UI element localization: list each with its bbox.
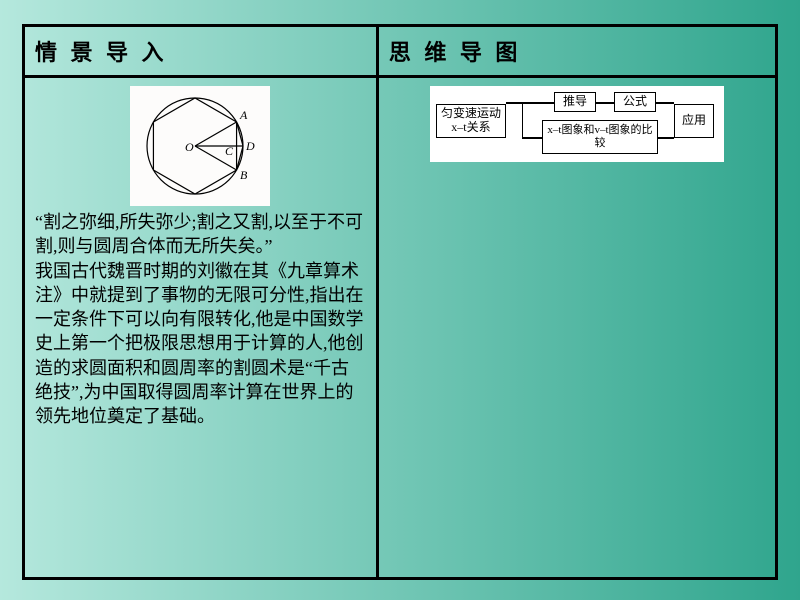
node-derive: 推导: [554, 92, 596, 112]
right-cell: 匀变速运动x–t关系 推导 公式 x–t图象和v–t图象的比较 应用: [377, 77, 776, 579]
node-formula: 公式: [614, 92, 656, 112]
header-left: 情 景 导 入: [24, 26, 378, 77]
edge: [596, 102, 614, 104]
slide-wrap: 情 景 导 入 思 维 导 图: [0, 0, 800, 600]
body-text: 我国古代魏晋时期的刘徽在其《九章算术注》中就提到了事物的无限可分性,指出在一定条…: [35, 259, 366, 429]
label-D: D: [245, 139, 255, 153]
edge: [506, 102, 554, 104]
mindmap-diagram: 匀变速运动x–t关系 推导 公式 x–t图象和v–t图象的比较 应用: [430, 86, 724, 162]
edge: [522, 102, 524, 137]
edge: [522, 137, 542, 139]
label-O: O: [185, 140, 194, 154]
edge: [658, 137, 674, 139]
node-compare: x–t图象和v–t图象的比较: [542, 120, 658, 154]
label-C: C: [225, 144, 234, 158]
node-apply: 应用: [674, 104, 714, 138]
header-right: 思 维 导 图: [377, 26, 776, 77]
node-root: 匀变速运动x–t关系: [436, 104, 506, 138]
label-B: B: [240, 168, 248, 182]
main-table: 情 景 导 入 思 维 导 图: [22, 24, 778, 580]
label-A: A: [239, 108, 248, 122]
quote-text: “割之弥细,所失弥少;割之又割,以至于不可割,则与圆周合体而无所失矣。”: [35, 210, 366, 259]
left-cell: O A B C D “割之弥细,所失弥少;割之又割,以至于不可割,则与圆周合体而…: [24, 77, 378, 579]
edge: [656, 102, 674, 104]
circle-hexagon-diagram: O A B C D: [130, 86, 270, 206]
